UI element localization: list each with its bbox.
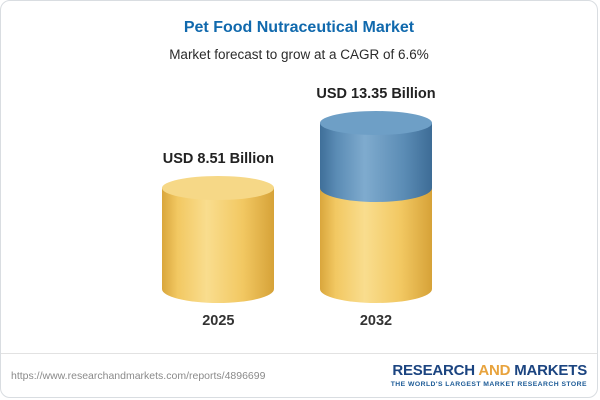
logo-text-and: AND bbox=[478, 361, 515, 379]
chart-area: USD 8.51 Billion 2025 USD 13.35 Billion … bbox=[1, 86, 597, 329]
logo-text-research: RESEARCH bbox=[392, 361, 479, 379]
footer: https://www.researchandmarkets.com/repor… bbox=[1, 353, 597, 397]
value-label-2025: USD 8.51 Billion bbox=[162, 151, 274, 167]
bar-group-2032: USD 13.35 Billion 2032 bbox=[316, 86, 435, 329]
bar-group-2025: USD 8.51 Billion 2025 bbox=[162, 151, 275, 329]
logo-tagline: THE WORLD'S LARGEST MARKET RESEARCH STOR… bbox=[390, 381, 587, 389]
cylinder-2025-body bbox=[162, 188, 275, 303]
year-label-2025: 2025 bbox=[202, 313, 235, 329]
chart-title: Pet Food Nutraceutical Market bbox=[183, 19, 415, 36]
logo-text: RESEARCH AND MARKETS bbox=[392, 362, 587, 379]
chart-subtitle: Market forecast to grow at a CAGR of 6.6… bbox=[169, 47, 429, 62]
cylinder-2032-base-segment bbox=[319, 188, 432, 303]
cylinder-2032 bbox=[319, 111, 432, 303]
cylinder-2025 bbox=[162, 176, 275, 303]
cylinder-2032-cap bbox=[319, 111, 432, 135]
research-and-markets-logo: RESEARCH AND MARKETS THE WORLD'S LARGEST… bbox=[391, 362, 587, 389]
cylinder-2032-growth-segment bbox=[319, 123, 432, 202]
report-url: https://www.researchandmarkets.com/repor… bbox=[11, 369, 266, 382]
year-label-2032: 2032 bbox=[359, 313, 393, 329]
value-label-2032: USD 13.35 Billion bbox=[316, 86, 436, 102]
cylinder-2025-cap bbox=[162, 176, 275, 200]
logo-text-markets: MARKETS bbox=[514, 361, 587, 379]
